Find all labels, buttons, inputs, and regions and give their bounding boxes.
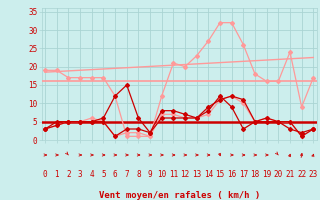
Text: 0: 0 <box>43 170 47 179</box>
Text: 9: 9 <box>148 170 152 179</box>
Text: 15: 15 <box>215 170 225 179</box>
Text: 5: 5 <box>101 170 106 179</box>
Text: 1: 1 <box>54 170 59 179</box>
Text: 7: 7 <box>124 170 129 179</box>
Text: 16: 16 <box>227 170 236 179</box>
Text: 13: 13 <box>192 170 201 179</box>
Text: 22: 22 <box>297 170 306 179</box>
Text: 2: 2 <box>66 170 71 179</box>
Text: 23: 23 <box>309 170 318 179</box>
Text: 20: 20 <box>274 170 283 179</box>
Text: 6: 6 <box>113 170 117 179</box>
Text: 11: 11 <box>169 170 178 179</box>
Text: Vent moyen/en rafales ( km/h ): Vent moyen/en rafales ( km/h ) <box>99 191 260 200</box>
Text: 3: 3 <box>78 170 82 179</box>
Text: 4: 4 <box>89 170 94 179</box>
Text: 19: 19 <box>262 170 271 179</box>
Text: 18: 18 <box>250 170 260 179</box>
Text: 10: 10 <box>157 170 166 179</box>
Text: 14: 14 <box>204 170 213 179</box>
Text: 8: 8 <box>136 170 141 179</box>
Text: 17: 17 <box>239 170 248 179</box>
Text: 21: 21 <box>285 170 295 179</box>
Text: 12: 12 <box>180 170 190 179</box>
